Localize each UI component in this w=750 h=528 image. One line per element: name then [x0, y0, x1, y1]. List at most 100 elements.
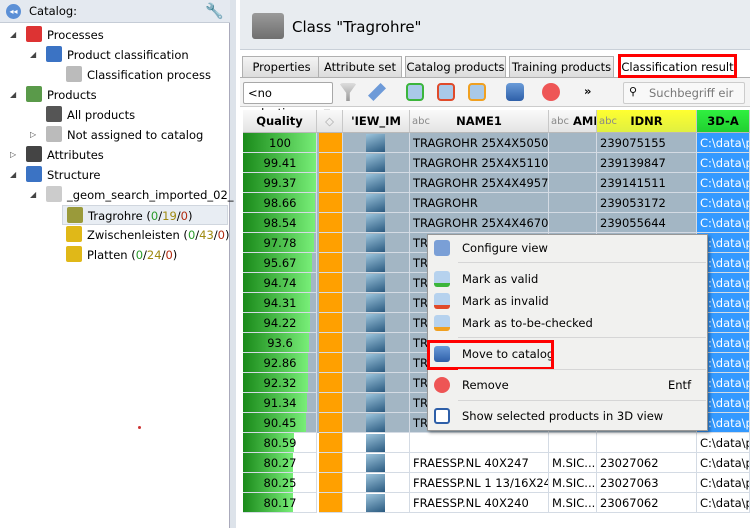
preview-thumbnail	[366, 214, 385, 232]
column-header-view[interactable]: 'IEW_IM	[343, 110, 410, 133]
menu-item-mark-valid[interactable]: Mark as valid	[428, 268, 707, 290]
path-cell: C:\data\p	[697, 153, 750, 173]
table-row[interactable]: 80.17 FRAESSP.NL 40X240 M.SIC... 23067062 C:…	[243, 493, 750, 513]
ame-cell	[549, 173, 597, 193]
tab-classification-result[interactable]: Classification result	[618, 54, 737, 78]
tree-folder[interactable]: Tragrohre (0/19/0)	[62, 205, 228, 225]
expand-toggle[interactable]: ▷	[30, 130, 37, 139]
table-row[interactable]: 80.27 FRAESSP.NL 40X247 M.SIC... 23027062 C:…	[243, 453, 750, 473]
quality-bar	[243, 333, 310, 352]
preview-cell	[343, 353, 410, 373]
list-icon	[46, 106, 62, 122]
table-row[interactable]: 99.41 TRAGROHR 25X4X5110 239139847 C:\data\…	[243, 153, 750, 173]
ame-cell: M.SIC...	[549, 453, 597, 473]
count-invalid: 0	[165, 248, 173, 262]
expand-toggle[interactable]: ◢	[10, 170, 17, 179]
quality-value: 80.17	[263, 496, 297, 510]
tree-item[interactable]: Structure	[26, 165, 101, 185]
search-input[interactable]: ⚲ Suchbegriff eir	[623, 82, 745, 104]
preview-cell	[343, 173, 410, 193]
selection-dropdown[interactable]: <no selection>▼	[243, 82, 333, 120]
tree-item[interactable]: Processes	[26, 25, 104, 45]
menu-label: Mark as invalid	[462, 294, 549, 308]
separator	[458, 369, 706, 370]
quality-bar	[243, 373, 308, 392]
path-cell: C:\data\p	[697, 173, 750, 193]
more-button[interactable]: »	[584, 84, 592, 98]
menu-item-show-3d[interactable]: Show selected products in 3D view	[428, 405, 707, 427]
tag-invalid-icon	[434, 293, 450, 309]
tab-properties[interactable]: Properties	[242, 56, 321, 77]
table-row[interactable]: 80.25 FRAESSP.NL 1 13/16X247 M.SIC... 23027…	[243, 473, 750, 493]
preview-cell	[343, 273, 410, 293]
filter-icon[interactable]	[339, 83, 357, 101]
column-header-quality[interactable]: Quality	[243, 110, 317, 133]
tree-item[interactable]: Attributes	[26, 145, 104, 165]
table-row[interactable]: 99.37 TRAGROHR 25X4X4957 239141511 C:\data\…	[243, 173, 750, 193]
menu-item-mark-invalid[interactable]: Mark as invalid	[428, 290, 707, 312]
tag-status	[319, 413, 343, 433]
expand-toggle[interactable]: ▷	[10, 150, 17, 159]
quality-cell: 91.34	[243, 393, 317, 413]
mark-invalid-icon[interactable]	[437, 83, 455, 101]
mark-valid-icon[interactable]	[406, 83, 424, 101]
remove-icon[interactable]	[542, 83, 560, 101]
tab-training-products[interactable]: Training products	[509, 56, 614, 77]
table-row[interactable]: 98.54 TRAGROHR 25X4X4670 239055644 C:\data\…	[243, 213, 750, 233]
separator	[458, 262, 706, 263]
tree-folder[interactable]: Platten (0/24/0)	[66, 245, 177, 265]
tree-item[interactable]: Product classification	[46, 45, 189, 65]
column-header-ame[interactable]: abc AME	[549, 110, 597, 133]
tag-check-icon	[434, 315, 450, 331]
quality-value: 94.74	[263, 276, 297, 290]
preview-cell	[343, 413, 410, 433]
tag-status	[319, 133, 343, 153]
quality-cell: 92.86	[243, 353, 317, 373]
header-label: NAME1	[456, 114, 502, 128]
tree-item[interactable]: _geom_search_imported_02_	[46, 185, 234, 205]
table-row[interactable]: 80.59 C:\data\p	[243, 433, 750, 453]
preview-thumbnail	[366, 374, 385, 392]
separator	[458, 337, 706, 338]
expand-toggle[interactable]: ◢	[10, 90, 17, 99]
path-cell: C:\data\p	[697, 253, 750, 273]
menu-label: Show selected products in 3D view	[462, 409, 664, 423]
tab-catalog-products[interactable]: Catalog products	[405, 56, 506, 77]
quality-bar	[243, 253, 312, 272]
separator	[458, 400, 706, 401]
collapse-panel-icon[interactable]: ◂◂	[6, 4, 21, 19]
count-unchecked: 19	[162, 209, 177, 223]
expand-toggle[interactable]: ◢	[30, 190, 37, 199]
tree-item[interactable]: Classification process	[66, 65, 211, 85]
table-row[interactable]: 100 TRAGROHR 25X4X5050 239075155 C:\data\p	[243, 133, 750, 153]
expand-toggle[interactable]: ◢	[10, 30, 17, 39]
preview-thumbnail	[366, 194, 385, 212]
column-header-idnr[interactable]: abc IDNR	[597, 110, 697, 133]
tree-folder[interactable]: Zwischenleisten (0/43/0)	[66, 225, 229, 245]
binoculars-icon: ⚲	[629, 85, 638, 98]
column-header-tag[interactable]: ◇	[317, 110, 343, 133]
preview-thumbnail	[366, 234, 385, 252]
table-row[interactable]: 98.66 TRAGROHR 239053172 C:\data\p	[243, 193, 750, 213]
menu-item-remove[interactable]: Remove Entf	[428, 374, 707, 396]
mark-check-icon[interactable]	[468, 83, 486, 101]
tree-item[interactable]: Products	[26, 85, 97, 105]
wrench-icon[interactable]: 🔧	[205, 2, 224, 20]
menu-item-configure-view[interactable]: Configure view	[428, 237, 707, 259]
tab-attribute-set[interactable]: Attribute set	[318, 56, 402, 77]
tree-item[interactable]: All products	[46, 105, 135, 125]
menu-item-mark-to-be-checked[interactable]: Mark as to-be-checked	[428, 312, 707, 334]
move-to-catalog-icon[interactable]	[506, 83, 524, 101]
column-header-name1[interactable]: abc NAME1	[410, 110, 549, 133]
menu-label: Mark as to-be-checked	[462, 316, 593, 330]
tree-item[interactable]: Not assigned to catalog	[46, 125, 203, 145]
tag-status	[319, 253, 343, 273]
wrench-icon[interactable]	[368, 83, 386, 101]
column-header-d3[interactable]: 3D-A	[697, 110, 750, 133]
preview-thumbnail	[366, 474, 385, 492]
expand-toggle[interactable]: ◢	[30, 50, 37, 59]
quality-value: 97.78	[263, 236, 297, 250]
path-cell: C:\data\p	[697, 413, 750, 433]
menu-label: Move to catalog	[462, 347, 555, 361]
menu-item-move-to-catalog[interactable]: Move to catalog	[428, 343, 707, 365]
